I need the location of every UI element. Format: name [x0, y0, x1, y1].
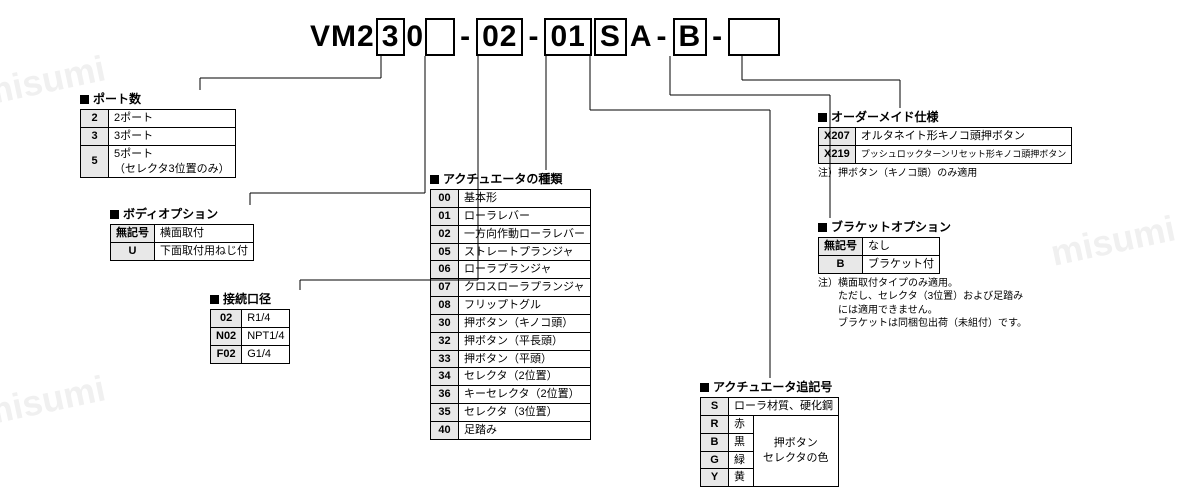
- table-portsize: 接続口径 02R1/4 N02NPT1/4 F02G1/4: [210, 290, 290, 364]
- watermark: misumi: [1047, 207, 1179, 274]
- pn-zero: 0: [406, 20, 424, 54]
- table-actuator-sub: アクチュエータ追記号 S ローラ材質、硬化鋼 R 赤 押ボタン セレクタの色 B…: [700, 378, 839, 487]
- table-ports: ポート数 22ポート 33ポート 55ポート （セレクタ3位置のみ）: [80, 90, 236, 178]
- pn-prefix: VM2: [310, 20, 375, 54]
- table-actuator: アクチュエータの種類 00基本形 01ローラレバー 02一方向作動ローラレバー …: [430, 170, 591, 440]
- watermark: misumi: [0, 367, 109, 434]
- pn-a: A: [630, 20, 653, 54]
- pn-order: [728, 18, 780, 56]
- pn-portsize: 02: [476, 18, 523, 56]
- table-bracket: ブラケットオプション 無記号なし Bブラケット付 注）横面取付タイプのみ適用。 …: [818, 218, 1027, 331]
- table-body: ボディオプション 無記号横面取付 U下面取付用ねじ付: [110, 205, 254, 261]
- table-order: オーダーメイド仕様 X207オルタネイト形キノコ頭押ボタン X219プッシュロッ…: [818, 108, 1072, 180]
- pn-ports: 3: [376, 18, 406, 56]
- part-number-template: VM2 3 0 - 02 - 01 S A - B -: [310, 18, 781, 56]
- pn-actuator-sub: S: [594, 18, 627, 56]
- order-note: 注）押ボタン（キノコ頭）のみ適用: [818, 167, 1072, 181]
- pn-body: [425, 18, 455, 56]
- bracket-note: 注）横面取付タイプのみ適用。 ただし、セレクタ（3位置）および足踏み には適用で…: [818, 277, 1027, 331]
- pn-bracket: B: [673, 18, 708, 56]
- table-ports-body: 22ポート 33ポート 55ポート （セレクタ3位置のみ）: [80, 109, 236, 178]
- pn-actuator: 01: [544, 18, 591, 56]
- table-ports-title: ポート数: [80, 90, 236, 107]
- table-body-title: ボディオプション: [110, 205, 254, 222]
